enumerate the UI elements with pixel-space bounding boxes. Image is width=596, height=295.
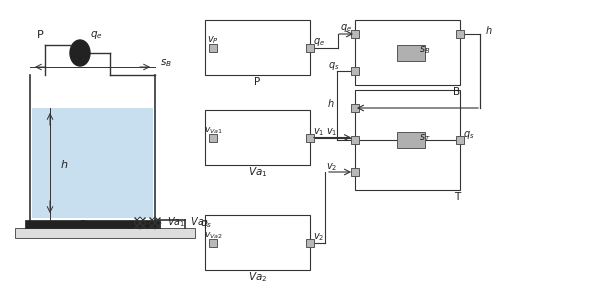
Text: B: B [453,87,460,97]
Text: P: P [254,77,260,87]
Text: $q_e$: $q_e$ [340,22,353,34]
Text: $v_1$: $v_1$ [325,127,337,138]
Bar [205,20,310,75]
Bar [397,45,425,60]
Text: $q_s$: $q_s$ [463,129,474,141]
Bar [25,220,160,228]
Bar [209,43,217,52]
Text: $s_B$: $s_B$ [160,57,172,69]
Bar [355,90,460,190]
Text: $v_{Va1}$: $v_{Va1}$ [203,125,222,136]
Bar [351,168,359,176]
Bar [397,132,425,148]
Bar [351,136,359,144]
Text: $q_e$: $q_e$ [313,35,325,47]
Text: $v_2$: $v_2$ [325,161,337,173]
Text: $s_B$: $s_B$ [420,45,431,56]
Text: $v_2$: $v_2$ [313,232,324,243]
Bar [351,67,359,75]
Text: $h$: $h$ [485,24,492,36]
Bar [205,110,310,165]
Text: $h$: $h$ [327,97,335,109]
Bar [355,20,460,85]
Bar [406,48,414,57]
Bar [209,238,217,247]
Bar [209,134,217,142]
Text: $Va_1$: $Va_1$ [248,165,267,179]
Bar [306,134,314,142]
Bar [306,238,314,247]
Text: $v_{Va2}$: $v_{Va2}$ [204,230,222,241]
Ellipse shape [70,40,90,66]
Text: $q_s$: $q_s$ [200,218,212,230]
Bar [306,43,314,52]
Text: $q_s$: $q_s$ [328,60,340,72]
Text: T: T [454,192,460,202]
Text: $s_T$: $s_T$ [419,132,431,144]
Text: $v_P$: $v_P$ [207,35,219,46]
Bar [205,215,310,270]
Text: $h$: $h$ [60,158,69,170]
Text: P: P [36,30,44,40]
Text: $s_T$: $s_T$ [79,218,91,230]
Text: $v_1$: $v_1$ [313,127,324,138]
Bar [456,136,464,144]
Bar [160,230,190,238]
Bar [32,108,153,218]
Bar [351,104,359,112]
Bar [456,30,464,38]
Text: $Va_1$  $Va_2$: $Va_1$ $Va_2$ [167,215,209,229]
Text: $Va_2$: $Va_2$ [248,270,267,284]
Bar [15,228,195,238]
Text: $q_e$: $q_e$ [90,29,103,41]
Bar [351,30,359,38]
